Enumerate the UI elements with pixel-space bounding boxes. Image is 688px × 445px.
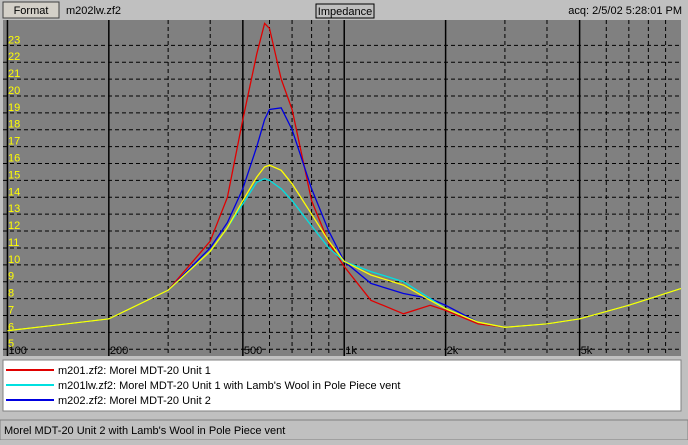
y-tick-label: 23 (8, 34, 20, 46)
y-tick-label: 5 (8, 338, 14, 350)
x-tick-label: 500 (244, 345, 262, 357)
x-tick-label: 200 (110, 345, 128, 357)
y-tick-label: 13 (8, 203, 20, 215)
y-tick-label: 16 (8, 153, 20, 165)
file-name: m202lw.zf2 (66, 5, 121, 17)
status-text: Morel MDT-20 Unit 2 with Lamb's Wool in … (4, 425, 285, 437)
y-tick-label: 14 (8, 186, 20, 198)
y-tick-label: 18 (8, 119, 20, 131)
legend (2, 359, 682, 412)
series-line (7, 164, 682, 332)
y-tick-label: 7 (8, 304, 14, 316)
legend-label: m201.zf2: Morel MDT-20 Unit 1 (58, 365, 211, 377)
y-tick-label: 19 (8, 102, 20, 114)
y-tick-label: 12 (8, 220, 20, 232)
y-tick-label: 17 (8, 136, 20, 148)
x-tick-label: 5k (581, 345, 593, 357)
format-button[interactable] (2, 1, 60, 19)
y-tick-label: 8 (8, 288, 14, 300)
mode-label: Impedance (318, 6, 372, 18)
acq-time: acq: 2/5/02 5:28:01 PM (568, 5, 682, 17)
legend-label: m202.zf2: Morel MDT-20 Unit 2 (58, 395, 211, 407)
y-tick-label: 22 (8, 51, 20, 63)
y-tick-label: 21 (8, 68, 20, 80)
y-tick-label: 11 (8, 237, 19, 249)
plot-area (3, 20, 681, 356)
legend-label: m201lw.zf2: Morel MDT-20 Unit 1 with Lam… (58, 380, 400, 392)
y-tick-label: 9 (8, 271, 14, 283)
y-tick-label: 6 (8, 321, 14, 333)
y-tick-label: 10 (8, 254, 20, 266)
mode-box (315, 3, 375, 19)
y-tick-label: 20 (8, 85, 20, 97)
x-tick-label: 100 (8, 345, 26, 357)
y-tick-label: 15 (8, 169, 20, 181)
format-button-label[interactable]: Format (14, 5, 49, 17)
x-tick-label: 1k (345, 345, 357, 357)
x-tick-label: 2k (447, 345, 459, 357)
